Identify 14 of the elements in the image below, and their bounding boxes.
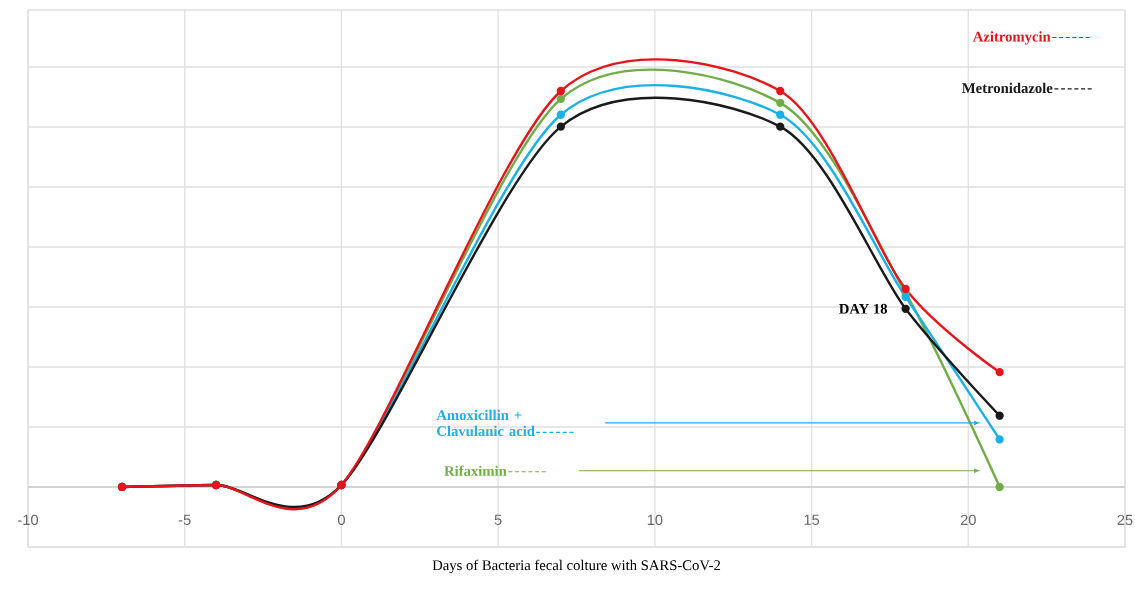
x-tick-label: 5 xyxy=(494,514,502,525)
x-axis-title: Days of Bacteria fecal colture with SARS-CoV-2 xyxy=(432,559,721,574)
legend-label: Rifaximin xyxy=(444,465,507,476)
x-tick-label: 15 xyxy=(804,514,820,525)
legend-label: Metronidazole xyxy=(962,82,1053,94)
x-tick-label: -10 xyxy=(18,514,39,526)
x-tick-label: 20 xyxy=(960,514,976,526)
annotation: DAY 18 xyxy=(839,303,888,314)
x-tick-label: 10 xyxy=(647,514,663,526)
x-tick-label: 25 xyxy=(1117,514,1133,526)
x-tick-label: 0 xyxy=(337,514,345,526)
legend-label: Azitromycin xyxy=(972,31,1051,45)
legend-label: Amoxicillin + Clavulanic acid xyxy=(436,409,535,437)
x-tick-label: -5 xyxy=(178,514,191,525)
